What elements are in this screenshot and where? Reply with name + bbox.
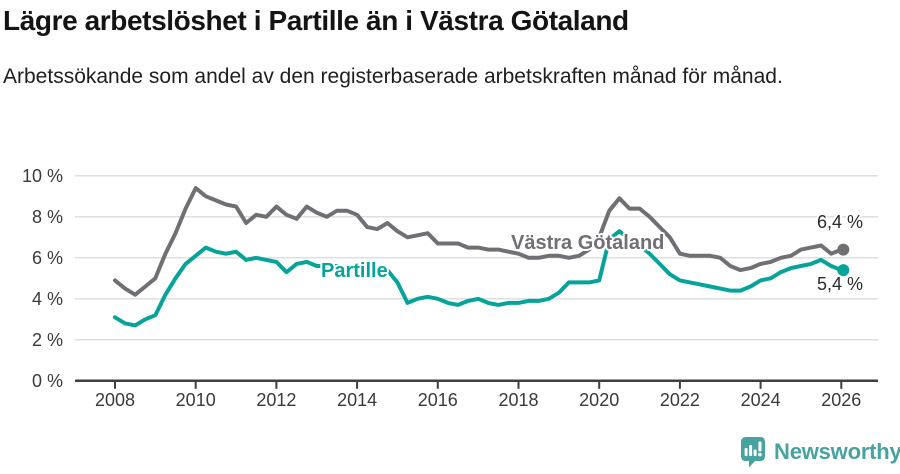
series-line-1 <box>113 229 844 328</box>
newsworthy-bubble-chart-icon <box>741 437 765 468</box>
x-axis-tick-label: 2012 <box>256 390 296 410</box>
y-axis-tick-label: 0 % <box>32 371 63 391</box>
x-axis-tick-label: 2014 <box>337 390 377 410</box>
x-axis-tick-label: 2024 <box>741 390 781 410</box>
x-axis-tick-label: 2026 <box>821 390 861 410</box>
end-value-label-vastra-gotaland: 6,4 % <box>817 212 864 232</box>
y-axis-tick-label: 2 % <box>32 330 63 350</box>
page-title: Lägre arbetslöshet i Partille än i Västr… <box>3 5 629 36</box>
series-line-0 <box>113 186 844 297</box>
x-axis-tick-label: 2016 <box>418 390 458 410</box>
y-axis-tick-label: 8 % <box>32 207 63 227</box>
y-axis-tick-label: 10 % <box>22 166 63 186</box>
series-end-dot-1 <box>837 264 850 277</box>
x-axis-tick-label: 2020 <box>579 390 619 410</box>
newsworthy-logo[interactable]: Newsworthy <box>739 436 900 468</box>
series-end-dot-0 <box>837 243 850 256</box>
newsworthy-wordmark: Newsworthy <box>774 439 900 464</box>
x-axis-tick-label: 2010 <box>176 390 216 410</box>
x-axis-tick-label: 2022 <box>660 390 700 410</box>
x-axis-tick-label: 2018 <box>498 390 538 410</box>
series-label-partille: Partille <box>321 260 388 282</box>
y-axis-tick-label: 4 % <box>32 289 63 309</box>
y-axis-tick-label: 6 % <box>32 248 63 268</box>
end-value-label-partille: 5,4 % <box>817 274 864 294</box>
series-label-vastra-gotaland: Västra Götaland <box>511 232 665 254</box>
chart-subtitle: Arbetssökande som andel av den registerb… <box>3 65 783 88</box>
x-axis-tick-label: 2008 <box>95 390 135 410</box>
